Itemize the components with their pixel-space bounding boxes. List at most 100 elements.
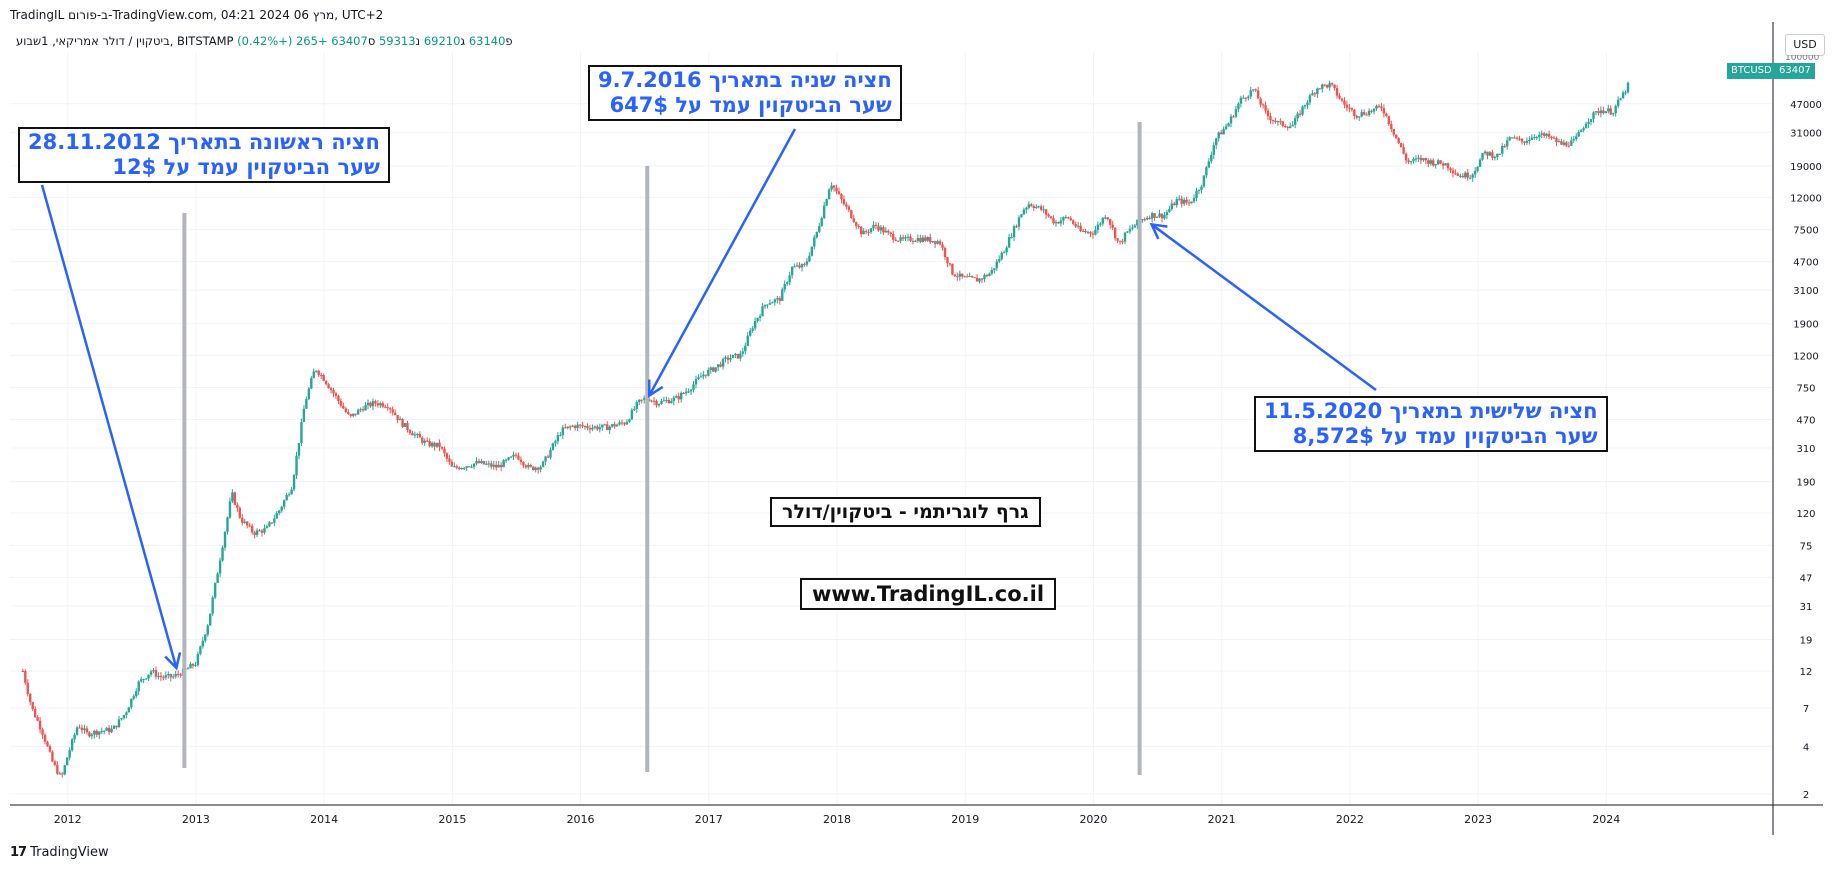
candle-body: [901, 237, 905, 239]
candle-body: [209, 613, 212, 626]
low-value: 59313: [378, 34, 416, 48]
candle-body: [827, 189, 831, 200]
candle-body: [327, 384, 330, 389]
candle-body: [746, 335, 749, 346]
candle-body: [776, 298, 779, 300]
candle-body: [1123, 232, 1127, 242]
tradingview-brand[interactable]: 17 TradingView: [10, 845, 109, 860]
candle-body: [719, 364, 722, 367]
candle-body: [1025, 207, 1028, 210]
candle-body: [1145, 217, 1149, 220]
candle-body: [26, 682, 29, 694]
candle-body: [115, 725, 118, 728]
candle-body: [657, 403, 661, 406]
candle-body: [512, 454, 515, 457]
candle-body: [692, 384, 695, 390]
candle-body: [859, 226, 863, 235]
candle-body: [1409, 161, 1413, 163]
candle-body: [879, 227, 883, 231]
candle-body: [1565, 142, 1568, 146]
candle-body: [1259, 98, 1262, 105]
window-title: TradingIL ב-פורום-TradingView.com, 04:21…: [10, 8, 384, 22]
candle-body: [1619, 98, 1622, 100]
candle-body: [1113, 227, 1117, 239]
candle-body: [1256, 90, 1260, 99]
candle-body: [596, 426, 599, 430]
candle-body: [1542, 133, 1546, 136]
candle-body: [788, 275, 791, 283]
candle-body: [623, 423, 626, 425]
candle-body: [1616, 99, 1620, 106]
candle-body: [302, 408, 306, 423]
candle-body: [132, 696, 135, 699]
candle-body: [1136, 219, 1139, 226]
candle-body: [684, 391, 688, 394]
candle-body: [835, 187, 838, 192]
partial-top-tick: 100000: [1785, 55, 1820, 63]
halving-2-price: שער הביטקוין עמד על 647$: [609, 93, 892, 117]
candle-body: [356, 409, 360, 415]
candle-body: [1237, 103, 1240, 110]
candle-body: [499, 464, 503, 468]
candle-body: [1291, 124, 1294, 127]
candle-body: [110, 728, 113, 733]
candle-body: [1252, 89, 1255, 91]
candle-body: [598, 427, 602, 430]
candle-body: [995, 261, 998, 269]
candle-body: [1104, 217, 1107, 219]
candle-body: [352, 413, 355, 416]
candle-body: [896, 240, 900, 242]
candle-body: [1372, 108, 1376, 112]
candle-body: [413, 434, 417, 436]
candle-body: [869, 228, 873, 233]
candle-body: [507, 457, 510, 460]
candle-body: [485, 463, 488, 465]
halving-3-arrow-head: [1149, 222, 1168, 240]
candle-body: [795, 265, 799, 267]
currency-selector[interactable]: USD: [1785, 34, 1825, 56]
candle-body: [95, 730, 98, 735]
candle-body: [1481, 153, 1484, 160]
candle-body: [1375, 105, 1378, 109]
candle-body: [1187, 202, 1191, 204]
candle-body: [337, 395, 340, 401]
candle-body: [142, 679, 145, 681]
x-tick-label: 2023: [1464, 813, 1492, 826]
candle-body: [416, 433, 419, 435]
candle-body: [756, 317, 759, 321]
candle-body: [961, 273, 964, 277]
candle-body: [1308, 95, 1312, 103]
candle-body: [201, 640, 205, 647]
candle-body: [199, 646, 202, 654]
candle-body: [125, 712, 128, 716]
candle-body: [391, 409, 394, 413]
candle-body: [813, 237, 816, 247]
candle-body: [1101, 217, 1105, 224]
candle-body: [933, 241, 937, 244]
candle-body: [790, 266, 794, 276]
candle-body: [840, 193, 843, 200]
candle-body: [882, 227, 885, 233]
tradingview-logo-icon: 17: [10, 845, 27, 860]
candle-body: [872, 224, 875, 229]
candle-body: [985, 275, 989, 277]
candle-body: [1039, 206, 1043, 210]
candle-body: [1533, 137, 1536, 139]
y-tick-label: 47000: [1790, 100, 1822, 111]
candle-body: [467, 466, 471, 468]
candle-body: [403, 423, 407, 427]
candle-body: [21, 671, 25, 673]
y-tick-label: 7500: [1793, 226, 1818, 237]
candle-body: [196, 653, 200, 665]
candle-body: [729, 358, 732, 360]
candle-body: [842, 199, 846, 205]
candle-body: [33, 708, 37, 718]
candle-body: [1067, 217, 1070, 219]
candle-body: [751, 328, 754, 331]
candle-body: [1247, 96, 1250, 99]
candle-body: [228, 501, 232, 518]
candle-body: [186, 668, 190, 670]
candle-body: [1081, 230, 1085, 232]
candle-body: [911, 240, 915, 242]
